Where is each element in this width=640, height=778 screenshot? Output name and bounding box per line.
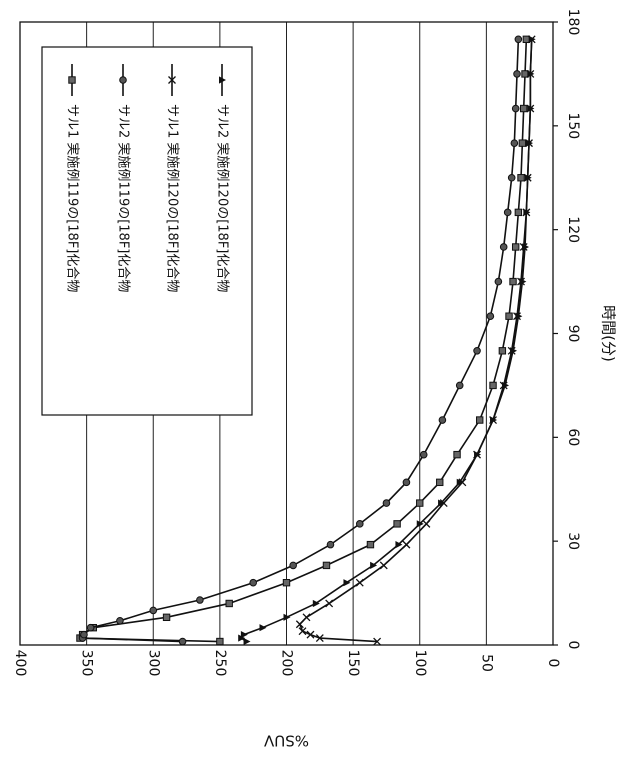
data-point: [500, 244, 507, 251]
data-point: [260, 624, 267, 631]
legend-label: サル2 実施例120の[18F]化合物: [215, 104, 231, 292]
data-point: [250, 579, 257, 586]
data-point: [117, 617, 124, 624]
data-point: [226, 600, 232, 606]
data-point: [327, 541, 334, 548]
data-point: [420, 451, 427, 458]
data-point: [477, 417, 483, 423]
data-point: [290, 562, 297, 569]
y-tick-label: 400: [12, 650, 28, 677]
data-point: [326, 600, 333, 607]
data-point: [383, 500, 390, 507]
data-point: [403, 541, 410, 548]
data-point: [512, 105, 519, 112]
x-tick-label: 180: [565, 9, 581, 36]
data-point: [150, 607, 157, 614]
data-point: [163, 614, 169, 620]
y-tick-label: 300: [145, 650, 161, 677]
legend: サル1 実施例119の[18F]化合物 サル2 実施例119の[18F]化合物 サル…: [42, 47, 252, 415]
data-point: [487, 313, 494, 320]
series-line: [300, 39, 532, 641]
y-tick-label: 50: [478, 654, 494, 672]
data-point: [323, 562, 329, 568]
data-point: [508, 174, 515, 181]
y-axis-title: %SUV: [263, 732, 309, 750]
data-point: [504, 209, 511, 216]
data-point: [506, 313, 512, 319]
legend-label: サル1 実施例119の[18F]化合物: [65, 104, 81, 292]
data-point: [283, 580, 289, 586]
data-point: [456, 382, 463, 389]
data-point: [515, 36, 522, 43]
data-point: [296, 621, 303, 628]
data-point: [356, 579, 363, 586]
x-tick-label: 150: [565, 112, 581, 139]
data-point: [519, 140, 525, 146]
data-point: [520, 105, 526, 111]
legend-label: サル1 実施例120の[18F]化合物: [165, 104, 181, 292]
data-point: [394, 521, 400, 527]
data-point: [81, 631, 88, 638]
data-point: [241, 631, 248, 638]
legend-marker: [69, 77, 75, 83]
series-4: [238, 36, 535, 645]
data-point: [518, 175, 524, 181]
data-point: [197, 597, 204, 604]
y-tick-label: 100: [412, 650, 428, 677]
x-tick-label: 30: [565, 532, 581, 550]
y-tick-label: 200: [279, 650, 295, 677]
data-point: [217, 638, 223, 644]
data-point: [514, 71, 521, 78]
data-point: [244, 638, 251, 645]
data-point: [499, 348, 505, 354]
legend-marker: [120, 77, 127, 84]
data-point: [299, 628, 306, 635]
y-tick-label: 150: [345, 650, 361, 677]
x-axis-title: 時間(分): [600, 305, 618, 362]
series-3: [296, 36, 535, 645]
y-tick-label: 350: [79, 650, 95, 677]
data-point: [510, 278, 516, 284]
data-point: [495, 278, 502, 285]
data-point: [87, 624, 94, 631]
data-point: [454, 451, 460, 457]
x-tick-label: 120: [565, 216, 581, 243]
data-point: [403, 479, 410, 486]
x-tick-label: 60: [565, 428, 581, 446]
x-tick-label: 0: [565, 641, 581, 650]
data-point: [356, 521, 363, 528]
y-tick-label: 250: [212, 650, 228, 677]
data-point: [490, 382, 496, 388]
data-point: [307, 631, 314, 638]
data-point: [439, 417, 446, 424]
data-point: [512, 244, 518, 250]
data-point: [417, 500, 423, 506]
data-point: [367, 541, 373, 547]
legend-label: サル2 実施例119の[18F]化合物: [116, 104, 132, 292]
data-point: [437, 479, 443, 485]
data-point: [511, 140, 518, 147]
data-point: [380, 562, 387, 569]
x-tick-label: 90: [565, 325, 581, 343]
data-point: [515, 209, 521, 215]
data-point: [474, 348, 481, 355]
data-point: [179, 638, 186, 645]
series-line: [241, 39, 531, 641]
data-point: [423, 520, 430, 527]
data-point: [303, 614, 310, 621]
y-tick-label: 0: [545, 659, 561, 668]
